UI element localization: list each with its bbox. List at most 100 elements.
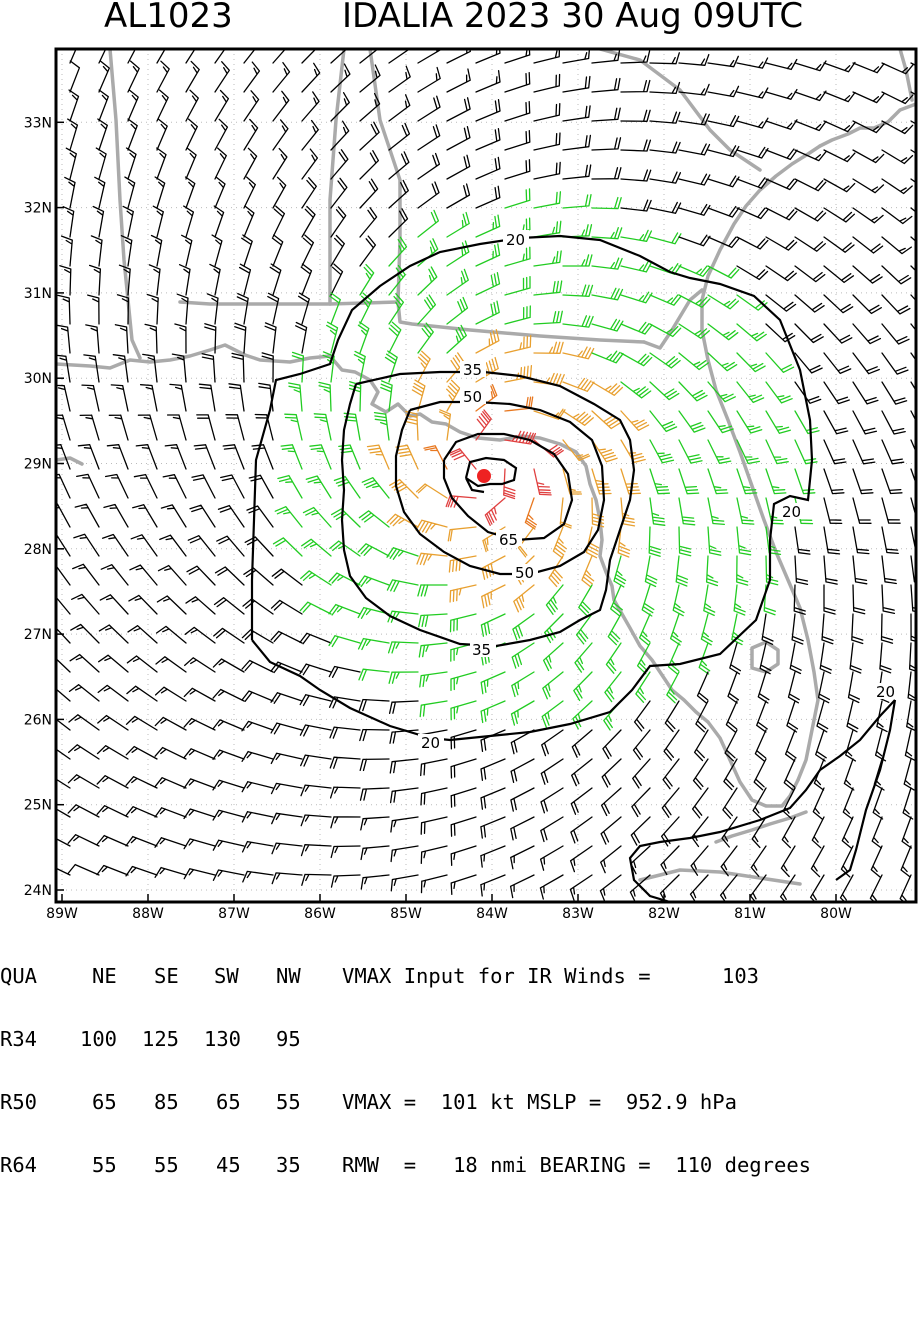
wind-barb-stroke: [849, 642, 862, 674]
wind-barb: [721, 816, 738, 848]
wind-barb: [243, 61, 261, 93]
wind-map: 20 20 20 20 35 35 50 50 65 89W 88W 87W 86W 8…: [24, 47, 918, 922]
wind-barb-stroke: [164, 444, 187, 470]
wind-barb-stroke: [481, 584, 506, 609]
wind-barb-stroke: [631, 787, 651, 818]
wind-barb-stroke: [79, 414, 100, 441]
wind-barb-stroke: [533, 468, 552, 496]
wind-barb: [212, 719, 245, 731]
wind-barb-stroke: [910, 381, 916, 392]
wind-barb-stroke: [186, 565, 216, 586]
wind-barb: [108, 414, 129, 441]
wind-barb-stroke: [480, 845, 506, 868]
wind-barb-stroke: [649, 497, 666, 526]
wind-barb: [338, 444, 361, 470]
wind-barb: [301, 62, 321, 93]
wind-barb: [189, 504, 216, 528]
wind-barb-stroke: [65, 147, 77, 180]
wind-barb-stroke: [504, 305, 531, 325]
wind-barb: [852, 91, 885, 104]
wind-barb-stroke: [214, 89, 230, 122]
wind-barb-stroke: [330, 845, 361, 859]
wind-barb-stroke: [125, 776, 158, 789]
wind-barb: [504, 334, 532, 354]
wind-barb-stroke: [338, 444, 361, 470]
wind-barb-stroke: [417, 350, 431, 383]
wind-barb-stroke: [591, 107, 621, 122]
wind-barb-stroke: [389, 787, 419, 804]
wind-barb-stroke: [81, 384, 100, 412]
wind-barb-stroke: [630, 845, 651, 875]
wind-barb: [388, 700, 419, 715]
wind-barb-stroke: [148, 264, 161, 296]
wind-barb: [620, 199, 652, 212]
wind-barb-stroke: [736, 410, 763, 434]
wind-barb-stroke: [133, 473, 158, 499]
wind-barb-stroke: [60, 235, 73, 267]
wind-barb: [56, 657, 71, 673]
wind-barb: [791, 613, 804, 645]
wind-barb-stroke: [127, 60, 140, 93]
wind-barb-stroke: [96, 745, 129, 760]
header-nw: NW: [276, 964, 301, 988]
wind-barb-stroke: [156, 89, 169, 122]
wind-barb: [389, 787, 419, 804]
wind-barb-stroke: [544, 613, 564, 644]
wind-barb-stroke: [707, 352, 738, 372]
wind-barb-stroke: [386, 547, 419, 560]
wind-barb-stroke: [127, 89, 139, 122]
wind-barb: [678, 203, 711, 216]
wind-barb-stroke: [98, 624, 129, 644]
wind-barb-stroke: [291, 351, 305, 383]
wind-barb: [154, 686, 187, 702]
wind-barb: [318, 381, 332, 412]
wind-barb: [160, 504, 187, 528]
wind-barb-stroke: [707, 381, 736, 403]
wind-barb: [620, 79, 651, 93]
wind-barb: [144, 323, 158, 354]
wind-barb-stroke: [475, 328, 500, 354]
cell-nw: 35: [276, 1153, 301, 1177]
wind-barb-stroke: [736, 497, 755, 525]
wind-barb: [154, 807, 187, 818]
wind-barb: [562, 164, 592, 180]
wind-barb: [71, 593, 100, 615]
wind-barb: [736, 352, 766, 373]
wind-barb: [871, 816, 883, 849]
wind-barb-stroke: [243, 567, 274, 586]
wind-barb: [154, 837, 187, 848]
wind-barb: [842, 787, 854, 820]
wind-barb: [794, 90, 827, 102]
wind-barb-stroke: [243, 205, 255, 238]
wind-barb: [184, 626, 216, 644]
wind-barb: [79, 414, 100, 441]
wind-barb: [641, 584, 655, 617]
wind-barb: [388, 122, 411, 151]
wind-barb: [794, 265, 826, 283]
wind-barb: [446, 97, 471, 122]
wind-barb: [272, 147, 288, 180]
wind-barb: [620, 50, 651, 64]
wind-barb-stroke: [823, 120, 856, 133]
wind-barb: [416, 552, 448, 566]
wind-barb-stroke: [753, 758, 767, 791]
wind-barb: [910, 265, 916, 272]
wind-barb-stroke: [329, 292, 341, 325]
wind-barb-stroke: [751, 816, 767, 849]
wind-barb: [630, 816, 651, 846]
wind-barb: [562, 224, 593, 238]
wind-barb: [270, 782, 303, 795]
wind-barb: [77, 444, 100, 470]
wind-barb-stroke: [56, 503, 71, 528]
row-label: R50: [0, 1090, 38, 1114]
wind-barb-stroke: [581, 555, 595, 588]
wind-barb: [328, 603, 361, 616]
wind-barb-stroke: [59, 265, 72, 296]
wind-barb-stroke: [794, 60, 827, 72]
wind-barb: [64, 176, 76, 209]
wind-barb-stroke: [678, 323, 710, 339]
wind-barb-stroke: [851, 613, 864, 645]
wind-barb-stroke: [591, 381, 624, 396]
wind-barb-stroke: [132, 504, 158, 528]
wind-barb: [214, 61, 230, 93]
